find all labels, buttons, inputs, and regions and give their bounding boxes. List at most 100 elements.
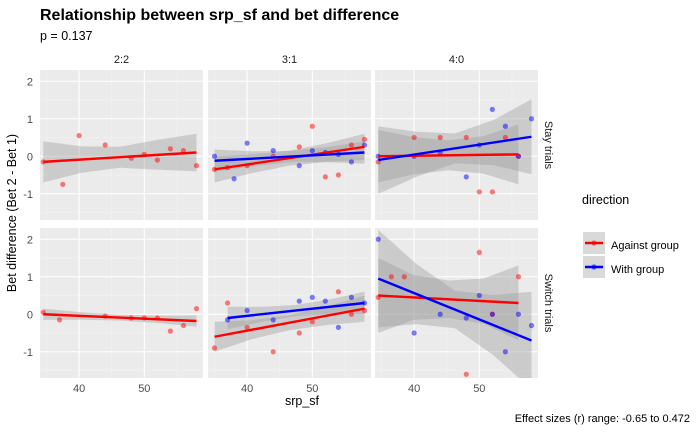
data-point-with [270,148,276,154]
panel-content [211,123,368,183]
data-point-with [463,315,469,321]
panel-background [40,70,203,220]
x-tick-label: 40 [73,383,85,395]
x-tick-label: 40 [408,383,420,395]
data-point-against [437,134,443,141]
caption: Effect sizes (r) range: -0.65 to 0.472 [515,413,690,425]
row-strip-label: Switch trials [542,274,554,333]
data-point-against [244,324,250,330]
column-strip-label: 4:0 [449,54,464,66]
data-point-against [335,289,341,295]
data-point-against [60,181,66,187]
data-point-against [211,345,218,351]
data-point-against [489,189,495,195]
chart-title: Relationship between srp_sf and bet diff… [40,7,399,24]
data-point-against [180,148,187,154]
panel-content [375,99,535,195]
panel-content [40,133,200,187]
data-point-against [270,349,276,355]
data-point-with [270,317,276,323]
data-point-against [224,300,231,306]
column-strip-label: 3:1 [282,54,297,66]
data-point-with [335,324,341,330]
x-tick-label: 50 [138,383,150,395]
regression-line-with [227,301,365,320]
data-point-against [309,123,315,129]
data-point-against [463,371,469,377]
data-point-against [167,328,173,334]
data-point-with [231,176,237,182]
data-point-with [528,322,535,329]
panels-layer: 2:2 3:1 4:0 Stay trials Switch trials -1 0 1 2 -1… [23,54,554,395]
data-point-with [411,330,417,336]
data-point-with [348,294,355,300]
regression-line-with [378,135,532,162]
facet-panel [40,228,203,378]
data-point-against [322,174,328,180]
data-point-against [180,322,187,329]
regression-line-against [214,145,365,171]
data-point-with [463,174,469,180]
row-strip-label: Stay trials [542,121,554,170]
regression-line-with [377,277,532,342]
panel-background [375,70,538,220]
legend: direction Against group With group [582,193,679,278]
regression-line-against [43,313,197,323]
data-point-with [489,311,495,317]
data-point-with [211,153,218,159]
chart-subtitle: p = 0.137 [40,29,93,43]
data-point-against [102,142,108,148]
facet-panel [375,70,538,220]
data-point-against [296,144,302,150]
data-point-against [463,134,469,141]
legend-key-point-against [591,240,597,246]
data-point-with [244,140,250,146]
regression-line-against [43,151,197,164]
regression-line-against [214,307,365,338]
data-point-with [375,236,381,242]
y-axis-title: Bet difference (Bet 2 - Bet 1) [5,134,19,292]
regression-line-with [214,151,365,162]
data-point-with [322,298,328,304]
data-point-with [476,292,482,299]
data-point-with [296,163,302,169]
y-tick-label: 0 [27,309,33,321]
data-point-against [388,274,394,280]
data-point-against [348,142,355,148]
y-tick-label: 2 [27,234,33,246]
legend-key-point-with [591,264,597,270]
data-point-against [348,311,355,317]
facet-panel [208,228,371,378]
data-point-with [309,148,315,154]
panel-background [208,228,371,378]
data-point-with [348,159,355,165]
data-point-against [476,249,482,255]
confidence-band-with [378,229,532,378]
data-point-against [502,134,508,141]
data-point-against [361,136,368,142]
facet-panel [375,228,538,378]
panel-background [40,228,203,378]
data-point-against [167,146,173,152]
y-tick-label: 1 [27,114,33,126]
y-tick-label: 0 [27,151,33,163]
data-point-against [193,163,200,169]
data-point-against [296,330,302,336]
column-strip-label: 2:2 [114,54,129,66]
data-point-with [309,294,315,300]
data-point-with [437,311,443,317]
legend-label-against: Against group [611,240,679,252]
data-point-against [401,274,407,280]
data-point-with [515,311,522,317]
y-tick-label: -1 [23,189,33,201]
data-point-against [76,133,82,139]
data-point-with [528,116,535,122]
data-point-against [411,134,417,141]
x-tick-label: 50 [473,383,485,395]
panel-content [375,229,535,378]
legend-title: direction [582,193,629,207]
data-point-with [502,123,508,129]
facet-panel [40,70,203,220]
x-tick-label: 50 [306,383,318,395]
